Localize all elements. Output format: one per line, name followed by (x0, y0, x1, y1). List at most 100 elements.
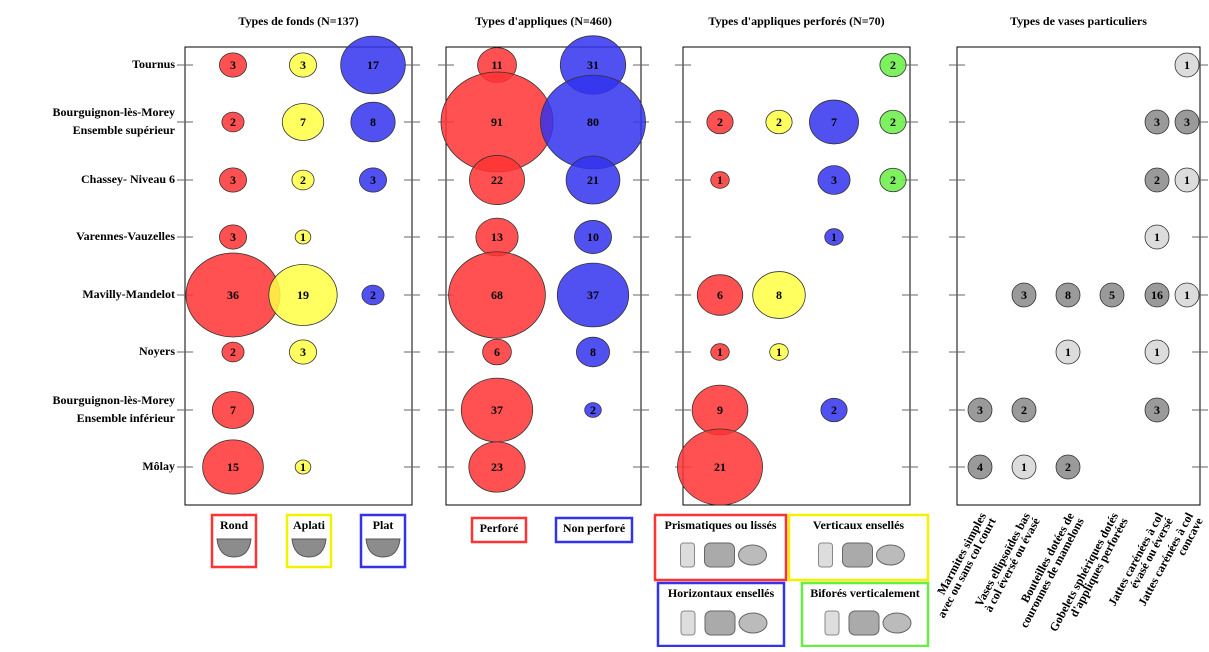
panel-frame (682, 46, 911, 506)
bubble (294, 229, 312, 245)
value-label: 2 (300, 173, 306, 187)
value-label: 1 (1184, 173, 1190, 187)
value-label: 3 (370, 173, 376, 187)
bubble (820, 397, 848, 423)
row-label: Bourguignon-lès-Morey (53, 105, 175, 119)
legend-box (800, 581, 930, 648)
value-label: 1 (1184, 58, 1190, 72)
count-circle (1011, 454, 1037, 480)
bubble (202, 439, 264, 495)
panel-frame (184, 46, 413, 506)
legend-label: Horizontaux ensellés (668, 586, 775, 600)
bubble (879, 109, 907, 135)
panel-title: Types d'appliques perforés (N=70) (708, 14, 884, 28)
bubble (879, 167, 907, 193)
value-label: 4 (977, 460, 983, 474)
legend-icon (738, 612, 768, 634)
count-circle (1174, 167, 1200, 193)
bubble (584, 402, 602, 418)
bubble (219, 167, 247, 193)
bubble (710, 171, 730, 189)
bubble (468, 441, 526, 493)
value-label: 3 (1021, 288, 1027, 302)
value-label: 1 (1154, 230, 1160, 244)
value-label: 5 (1109, 288, 1115, 302)
value-label: 2 (370, 288, 376, 302)
value-label: 8 (370, 115, 376, 129)
count-circle (1144, 109, 1170, 135)
value-label: 2 (590, 403, 596, 417)
count-circle (1011, 397, 1037, 423)
legend-label: Non perforé (563, 521, 626, 535)
legend-label: Rond (220, 518, 248, 532)
value-label: 21 (587, 173, 599, 187)
value-label: 7 (300, 115, 306, 129)
bubble (824, 228, 844, 246)
count-circle (1055, 339, 1081, 365)
count-circle (1144, 167, 1170, 193)
count-circle (1055, 454, 1081, 480)
bubble (817, 165, 851, 195)
value-label: 1 (717, 345, 723, 359)
value-label: 31 (587, 58, 599, 72)
bubble (359, 167, 387, 193)
bubble (211, 391, 255, 429)
legend-icon (704, 610, 736, 636)
panel-title: Types de vases particuliers (1010, 14, 1147, 28)
value-label: 7 (831, 115, 837, 129)
legend-box (285, 513, 333, 569)
bubble (696, 274, 744, 316)
row-label: Varennes-Vauzelles (76, 229, 175, 243)
count-circle (1174, 109, 1200, 135)
value-label: 68 (491, 288, 503, 302)
bubble (221, 111, 245, 133)
value-label: 11 (491, 58, 502, 72)
value-label: 1 (1184, 288, 1190, 302)
bubble (769, 343, 789, 361)
value-label: 6 (717, 288, 723, 302)
value-label: 1 (300, 230, 306, 244)
bubble (752, 271, 806, 319)
count-circle (1099, 282, 1125, 308)
legend-box (653, 513, 788, 582)
value-label: 2 (1154, 173, 1160, 187)
bubble (575, 336, 611, 368)
value-label: 3 (230, 230, 236, 244)
row-label: Tournus (132, 57, 175, 71)
value-label: 36 (227, 288, 239, 302)
value-label: 2 (230, 115, 236, 129)
bubble (281, 103, 325, 141)
panel-frame (445, 46, 642, 506)
value-label: 22 (491, 173, 503, 187)
bubble (482, 338, 512, 366)
count-circle (1055, 282, 1081, 308)
count-circle (1144, 224, 1170, 250)
value-label: 2 (890, 115, 896, 129)
legend-icon (365, 538, 401, 558)
panel-frame (956, 46, 1201, 506)
legend-icon (704, 542, 735, 568)
value-label: 15 (227, 460, 239, 474)
count-circle (1174, 282, 1200, 308)
bubble (219, 224, 247, 250)
legend-icon (824, 610, 840, 636)
value-label: 3 (1154, 403, 1160, 417)
value-label: 3 (300, 58, 306, 72)
value-label: 3 (831, 173, 837, 187)
value-label: 7 (230, 403, 236, 417)
count-circle (1144, 397, 1170, 423)
count-circle (1011, 282, 1037, 308)
count-circle (967, 454, 993, 480)
row-label: Ensemble inférieur (77, 411, 176, 425)
bubble (221, 341, 245, 363)
bubble (361, 284, 385, 306)
value-label: 9 (717, 403, 723, 417)
bubble (219, 52, 247, 78)
value-label: 1 (717, 173, 723, 187)
bubble (289, 52, 317, 78)
value-label: 80 (587, 115, 599, 129)
value-label: 8 (1065, 288, 1071, 302)
value-label: 19 (297, 288, 309, 302)
value-label: 2 (890, 58, 896, 72)
value-label: 3 (1184, 115, 1190, 129)
